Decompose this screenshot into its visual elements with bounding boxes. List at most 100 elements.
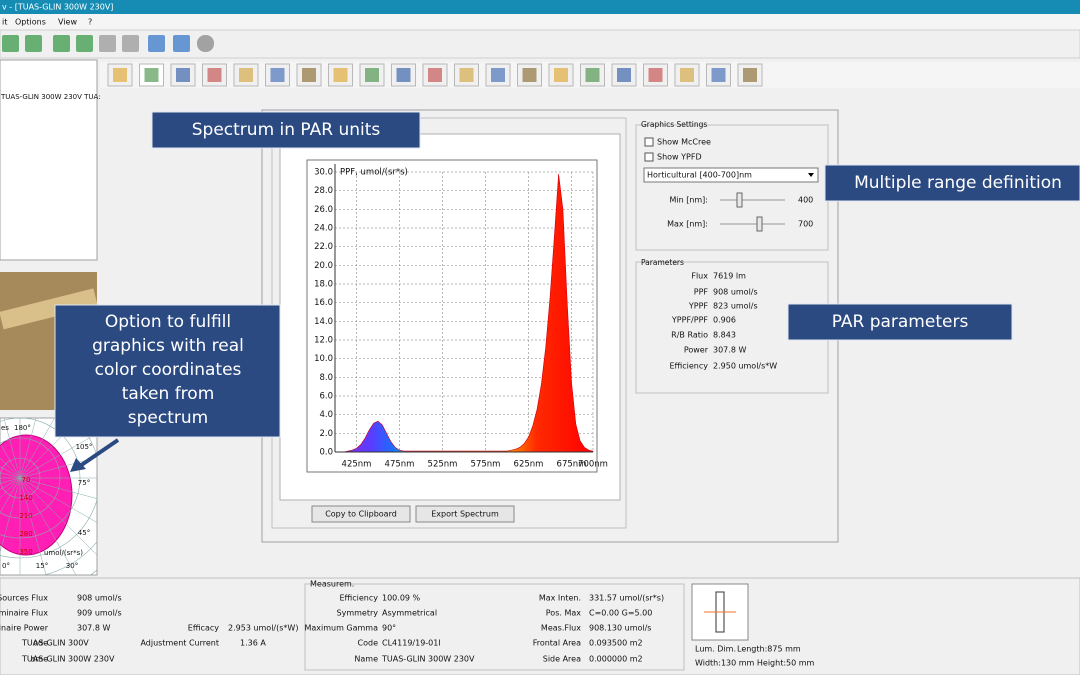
checkbox[interactable] <box>644 137 654 147</box>
menu-item[interactable]: View <box>58 18 77 27</box>
checkbox[interactable] <box>644 152 654 162</box>
toolbar-button[interactable] <box>197 35 214 52</box>
summary-label: Maximum Gamma <box>304 624 378 633</box>
tab-icon <box>113 68 127 82</box>
callout-arrowhead <box>70 458 86 472</box>
slider-thumb[interactable] <box>736 192 743 208</box>
y-tick-label: 18.0 <box>314 280 333 290</box>
param-value: 7619 lm <box>713 272 746 281</box>
button-label[interactable]: Export Spectrum <box>431 510 499 519</box>
summary-value: TUAS-GLIN 300W 230V <box>21 655 115 664</box>
summary-value: 0.093500 m2 <box>589 639 643 648</box>
polar-spoke <box>0 477 21 514</box>
toolbar-button[interactable] <box>173 35 190 52</box>
polar-spoke <box>19 457 97 479</box>
menu-item[interactable]: it <box>2 18 7 27</box>
param-value: 823 umol/s <box>713 302 758 311</box>
polar-ring-label: 70 <box>22 476 31 484</box>
y-tick-label: 26.0 <box>314 205 333 215</box>
toolbar-button[interactable] <box>122 35 139 52</box>
y-tick-label: 4.0 <box>319 410 333 420</box>
polar-header: es <box>1 424 9 432</box>
menu-item[interactable]: ? <box>88 18 92 27</box>
polar-angle-label: 75° <box>78 479 90 487</box>
slider-label: Min [nm]: <box>669 196 708 205</box>
param-label: Flux <box>691 272 708 281</box>
summary-value: CL4119/19-01I <box>382 639 441 648</box>
toolbar-button[interactable] <box>53 35 70 52</box>
toolbar-button[interactable] <box>76 35 93 52</box>
polar-ring-label: 210 <box>19 512 32 520</box>
summary-value: TUAS-GLIN 300V <box>21 639 89 648</box>
polar-spoke <box>19 477 97 556</box>
tree-item: TUAS-GLIN 300W 230V TUA: <box>0 93 101 101</box>
summary-label: Max Inten. <box>539 594 581 603</box>
polar-spoke <box>0 477 21 554</box>
polar-spoke <box>19 477 47 575</box>
dropdown-value: Horticultural [400-700]nm <box>647 171 752 180</box>
param-label: Efficiency <box>669 362 708 371</box>
y-tick-label: 20.0 <box>314 261 333 271</box>
menu-bar <box>0 14 1080 30</box>
summary-label: Efficiency <box>339 594 378 603</box>
toolbar-button[interactable] <box>99 35 116 52</box>
slider-thumb[interactable] <box>756 216 763 232</box>
summary-value: 908 umol/s <box>77 594 122 603</box>
toolbar-button[interactable] <box>148 35 165 52</box>
y-tick-label: 14.0 <box>314 317 333 327</box>
summary-value: 1.36 A <box>240 639 266 648</box>
summary-label: Meas.Flux <box>541 624 581 633</box>
slider-value: 700 <box>798 220 813 229</box>
tab-icon <box>459 68 474 82</box>
slider-label: Max [nm]: <box>667 220 708 229</box>
polar-angle-label: 15° <box>36 562 48 570</box>
x-tick-label: 700nm <box>578 460 608 470</box>
dropdown[interactable] <box>643 167 819 183</box>
callout-text: Option to fulfill <box>105 312 231 332</box>
polar-ring-label: 140 <box>19 494 32 502</box>
x-tick-label: 675nm <box>557 460 587 470</box>
summary-value: Asymmetrical <box>382 609 437 618</box>
y-tick-label: 8.0 <box>319 373 333 383</box>
button[interactable] <box>415 505 515 523</box>
summary-value: 908.130 umol/s <box>589 624 651 633</box>
toolbar-button[interactable] <box>25 35 42 52</box>
summary-value: 331.57 umol/(sr*s) <box>589 594 664 603</box>
callout-text: taken from <box>122 384 215 404</box>
tab-icon <box>428 68 442 82</box>
spectrum-area <box>335 173 594 453</box>
polar-spoke <box>19 477 77 575</box>
polar-spoke <box>0 477 21 490</box>
polar-spoke <box>19 477 97 499</box>
param-label: PPF <box>694 288 709 297</box>
summary-label: Code <box>358 639 379 648</box>
tab-icon <box>144 68 159 82</box>
toolbar-button[interactable] <box>2 35 19 52</box>
tab-icon <box>743 68 757 82</box>
summary-label: Symmetry <box>337 609 379 618</box>
param-value: 2.950 umol/s*W <box>713 362 777 371</box>
callout-arrow <box>78 438 120 468</box>
tab-icon <box>176 68 190 82</box>
checkbox-label: Show YPFD <box>657 153 702 162</box>
button-label[interactable]: Copy to Clipboard <box>325 510 397 519</box>
window-title: v - [TUAS-GLIN 300W 230V] <box>2 3 113 12</box>
param-value: 307.8 W <box>713 346 746 355</box>
button[interactable] <box>311 505 411 523</box>
tab-icon <box>711 68 726 82</box>
checkbox-label: Show McCree <box>657 138 711 147</box>
summary-value: 90° <box>382 624 396 633</box>
summary-label: Frontal Area <box>533 639 581 648</box>
y-tick-label: 22.0 <box>314 242 333 252</box>
polar-ring-label: 280 <box>19 530 32 538</box>
y-tick-label: 0.0 <box>319 448 333 458</box>
param-label: R/B Ratio <box>671 331 708 340</box>
y-tick-label: 12.0 <box>314 336 333 346</box>
summary-value: 307.8 W <box>77 624 110 633</box>
summary-value: C=0.00 G=5.00 <box>589 609 652 618</box>
callout-box <box>787 303 1013 341</box>
param-value: 0.906 <box>713 316 736 325</box>
photo-luminaire <box>0 288 98 330</box>
menu-item[interactable]: Options <box>15 18 46 27</box>
